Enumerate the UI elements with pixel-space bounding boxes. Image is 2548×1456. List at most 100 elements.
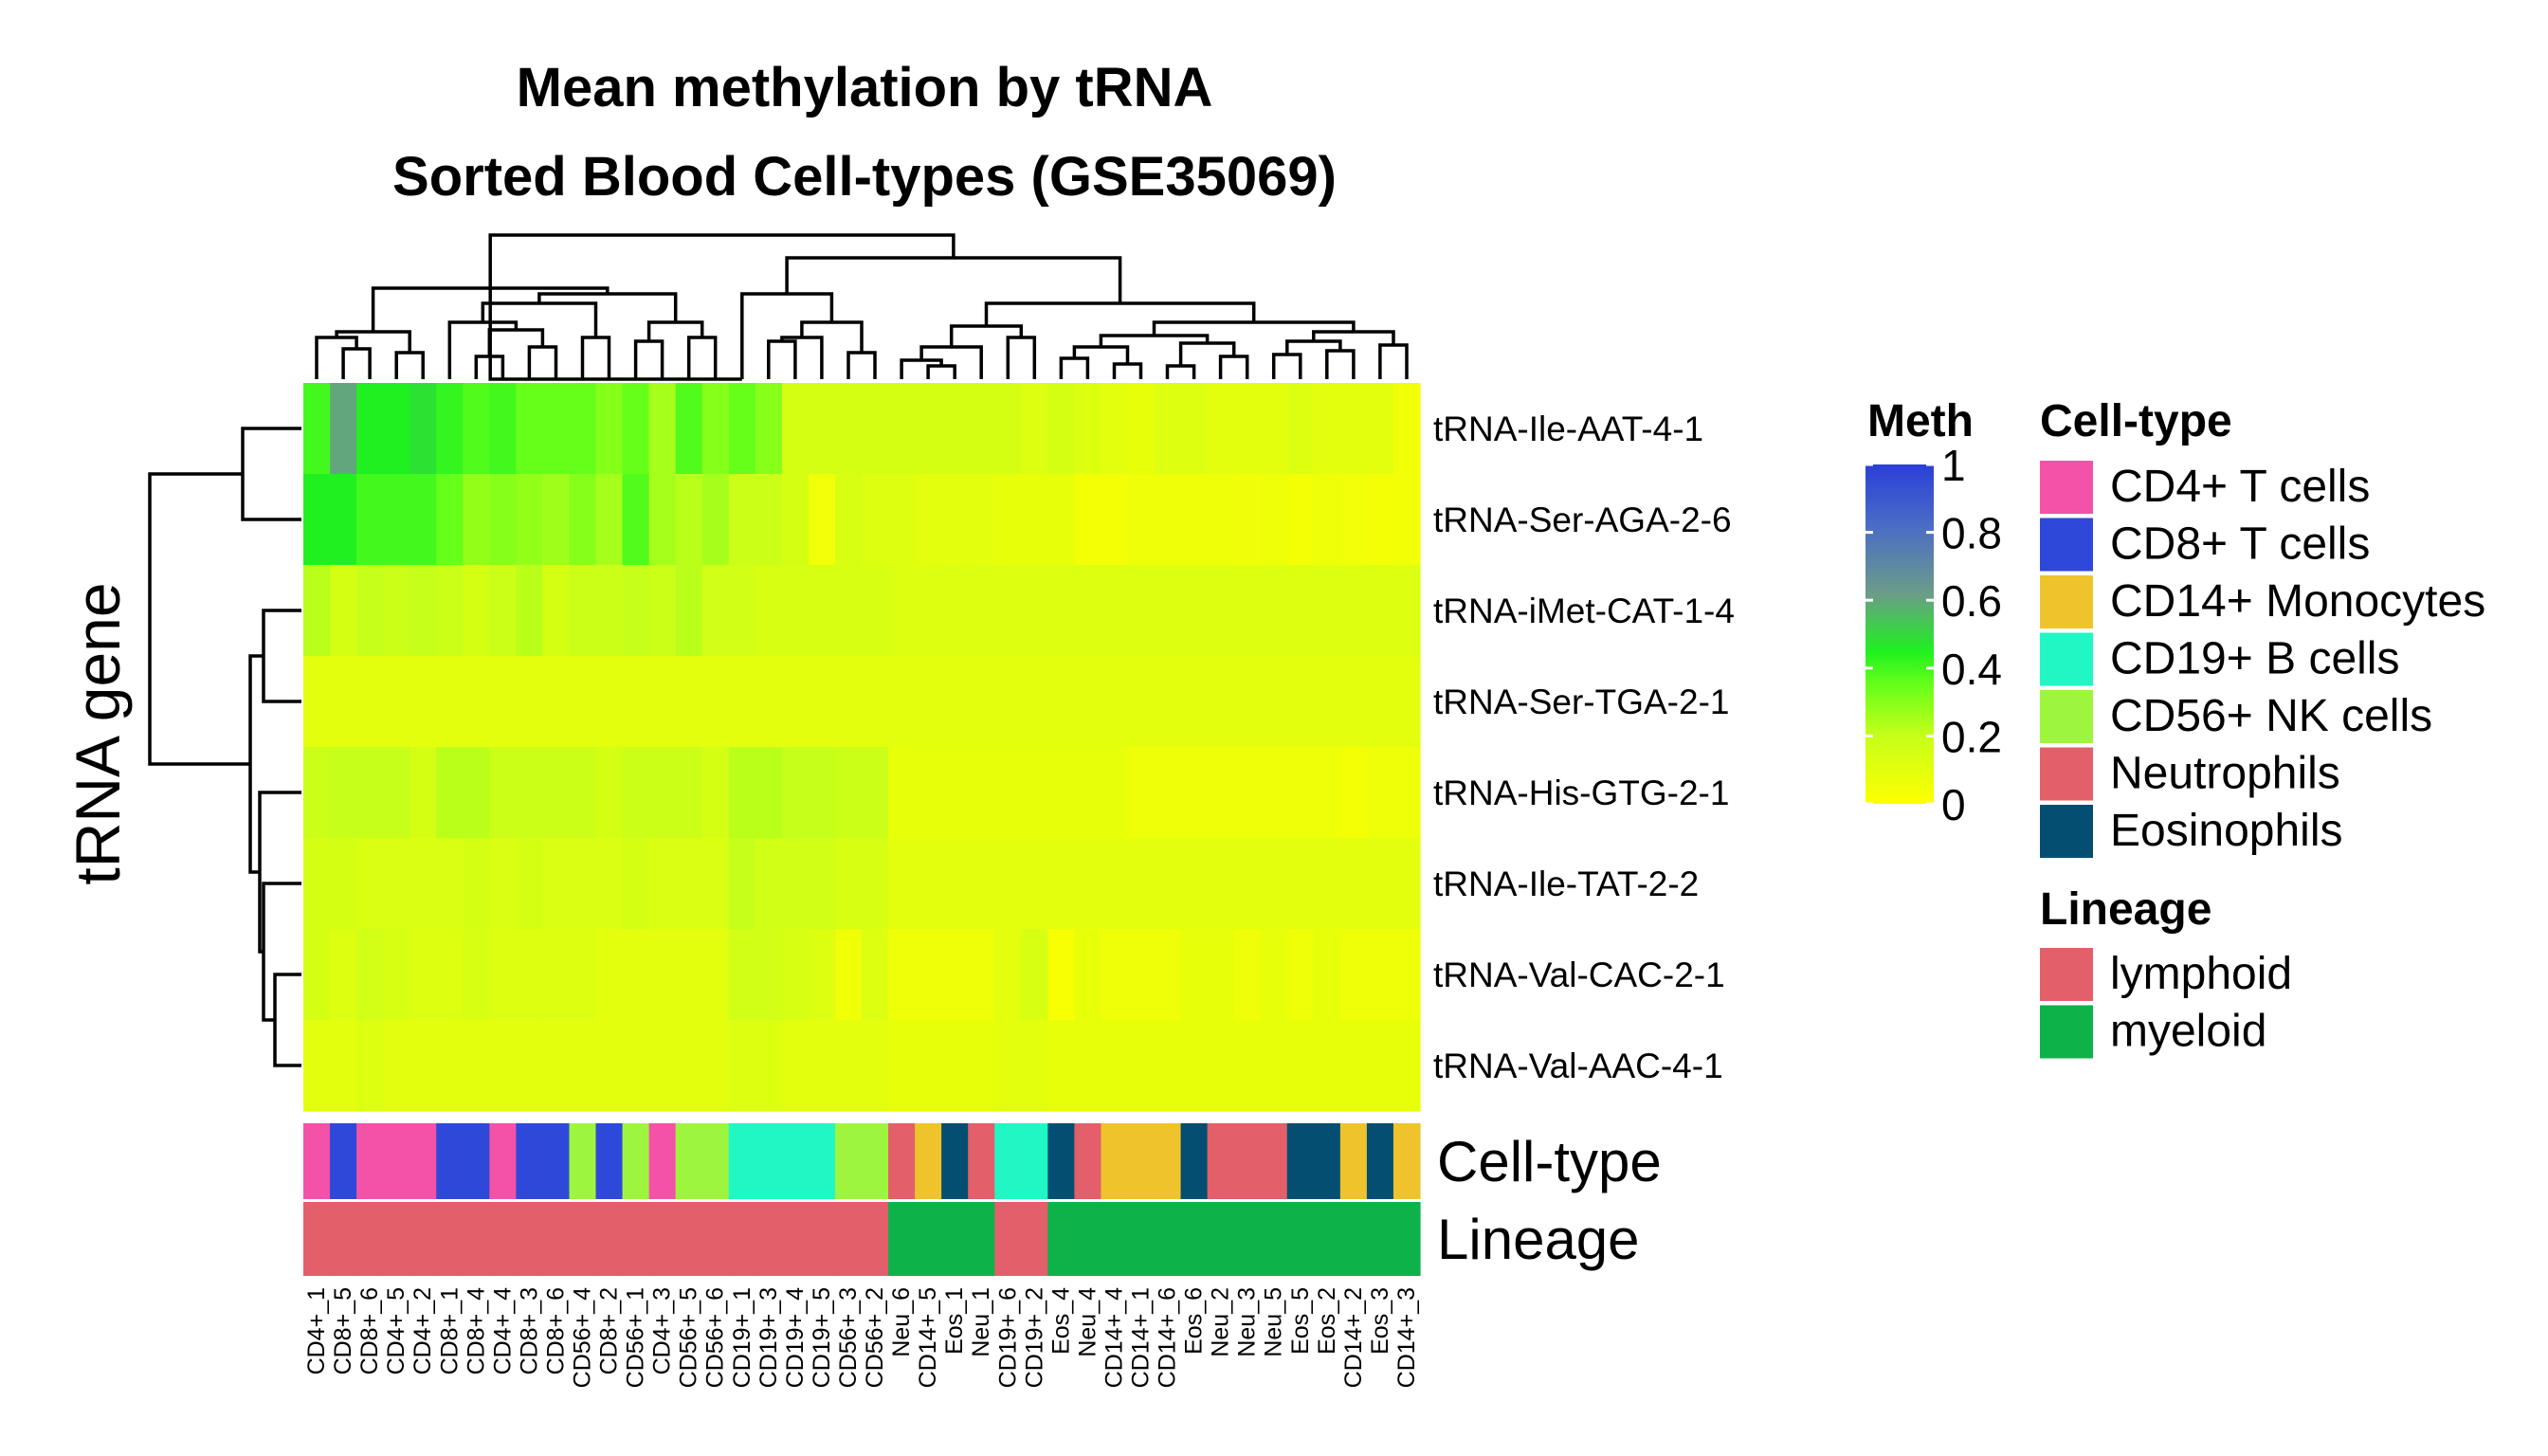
- heatmap-cell: [489, 929, 517, 1021]
- heatmap-cell: [1047, 565, 1075, 657]
- heatmap-cell: [410, 565, 437, 657]
- heatmap-cell: [941, 1020, 969, 1112]
- heatmap-cell: [436, 383, 464, 475]
- heatmap-cell: [542, 1020, 571, 1112]
- row-label-trna-his-gtg-2-1: tRNA-His-GTG-2-1: [1433, 774, 1729, 812]
- heatmap-cell: [622, 383, 650, 475]
- heatmap-cell: [356, 1020, 384, 1112]
- column-label: CD14+_6: [1155, 1287, 1181, 1388]
- lineage-annotation-cell: [834, 1202, 863, 1276]
- heatmap-cell: [701, 383, 730, 475]
- heatmap-cell: [675, 656, 703, 748]
- celltype-annotation-cell: [994, 1123, 1022, 1199]
- heatmap-cell: [569, 1020, 597, 1112]
- heatmap-cell: [410, 383, 437, 475]
- heatmap-cell: [410, 474, 437, 566]
- heatmap-cell: [410, 656, 437, 748]
- dendrogram-branch: [537, 292, 678, 322]
- dendrogram-branch: [487, 328, 545, 356]
- heatmap-cell: [968, 929, 995, 1021]
- heatmap-cell: [941, 565, 969, 657]
- heatmap-cell: [595, 838, 624, 930]
- heatmap-cell: [1339, 929, 1368, 1021]
- heatmap-cell: [648, 383, 677, 475]
- colorbar-tick-label: 0.4: [1941, 645, 2002, 694]
- heatmap-cell: [383, 747, 410, 839]
- heatmap-cell: [968, 1020, 995, 1112]
- column-label: CD8+_2: [596, 1287, 623, 1374]
- heatmap-cell: [675, 929, 703, 1021]
- celltype-annotation-cell: [1392, 1123, 1421, 1199]
- heatmap-cell: [1366, 747, 1394, 839]
- heatmap-cell: [781, 383, 810, 475]
- heatmap-cell: [489, 383, 517, 475]
- heatmap-cell: [436, 565, 464, 657]
- row-label-trna-imet-cat-1-4: tRNA-iMet-CAT-1-4: [1433, 592, 1735, 630]
- dendrogram-branch: [1178, 341, 1236, 366]
- lineage-annotation-cell: [755, 1202, 783, 1276]
- heatmap-cell: [489, 565, 517, 657]
- heatmap-cell: [1101, 838, 1129, 930]
- colorbar-legend: Meth 1 0.8 0.6 0.4 0.2 0: [1866, 396, 2002, 829]
- celltype-annotation-cell: [622, 1123, 650, 1199]
- heatmap-cell: [303, 383, 331, 475]
- heatmap-cell: [330, 747, 357, 839]
- column-label: CD8+_3: [516, 1287, 542, 1374]
- dendrogram-branch: [341, 347, 372, 379]
- column-label: CD56+_2: [862, 1287, 888, 1388]
- heatmap-cell: [915, 838, 942, 930]
- lineage-annotation-cell: [781, 1202, 810, 1276]
- dendrogram-branch: [258, 791, 301, 954]
- column-label: Neu_2: [1208, 1287, 1234, 1357]
- column-label: CD19+_3: [755, 1287, 782, 1388]
- row-label-trna-ser-aga-2-6: tRNA-Ser-AGA-2-6: [1433, 500, 1732, 539]
- heatmap-cell: [1207, 747, 1235, 839]
- heatmap-cell: [1047, 1020, 1075, 1112]
- heatmap-cell: [622, 838, 650, 930]
- heatmap-cell: [862, 656, 889, 748]
- heatmap-cell: [834, 838, 863, 930]
- annotation-bars: [303, 1123, 1421, 1276]
- dendrogram-branch: [1165, 364, 1196, 379]
- heatmap-cell: [1021, 929, 1048, 1021]
- heatmap-cell: [834, 747, 863, 839]
- heatmap-cell: [968, 565, 995, 657]
- celltype-annotation-cell: [755, 1123, 783, 1199]
- lineage-annotation-cell: [1101, 1202, 1129, 1276]
- heatmap-cell: [595, 474, 624, 566]
- heatmap-cell: [888, 838, 916, 930]
- heatmap-cell: [675, 565, 703, 657]
- heatmap-cell: [862, 838, 889, 930]
- heatmap-cell: [888, 474, 916, 566]
- heatmap-cell: [675, 383, 703, 475]
- heatmap-cell: [1047, 474, 1075, 566]
- row-label-trna-val-cac-2-1: tRNA-Val-CAC-2-1: [1433, 956, 1725, 994]
- lineage-annotation-cell: [994, 1202, 1022, 1276]
- heatmap-cell: [1260, 747, 1288, 839]
- colorbar-gradient: [1866, 464, 1934, 804]
- column-label: Neu_1: [968, 1287, 994, 1357]
- column-label: Eos_1: [941, 1287, 968, 1355]
- heatmap-cell: [1286, 474, 1315, 566]
- heatmap-cell: [915, 656, 942, 748]
- celltype-annotation-cell: [542, 1123, 571, 1199]
- legend-label-cd14-monocytes: CD14+ Monocytes: [2110, 576, 2485, 627]
- legend-swatch-cd8-t-cells: [2040, 518, 2093, 572]
- lineage-annotation-cell: [728, 1202, 756, 1276]
- column-label: CD8+_6: [356, 1287, 383, 1374]
- heatmap-cell: [1101, 1020, 1129, 1112]
- heatmap-cell: [1047, 383, 1075, 475]
- heatmap-cell: [1392, 838, 1421, 930]
- heatmap-cell: [915, 565, 942, 657]
- legend-label-cd4-t-cells: CD4+ T cells: [2110, 462, 2370, 512]
- heatmap-cell: [648, 929, 677, 1021]
- heatmap-cell: [1021, 474, 1048, 566]
- dendrogram-branch: [1059, 356, 1090, 379]
- heatmap-cell: [781, 929, 810, 1021]
- annotation-label-celltype: Cell-type: [1437, 1130, 1662, 1193]
- lineage-annotation-cell: [1339, 1202, 1368, 1276]
- heatmap-cell: [489, 1020, 517, 1112]
- heatmap-cell: [489, 474, 517, 566]
- heatmap-cell: [1233, 656, 1262, 748]
- heatmap-cell: [1154, 565, 1182, 657]
